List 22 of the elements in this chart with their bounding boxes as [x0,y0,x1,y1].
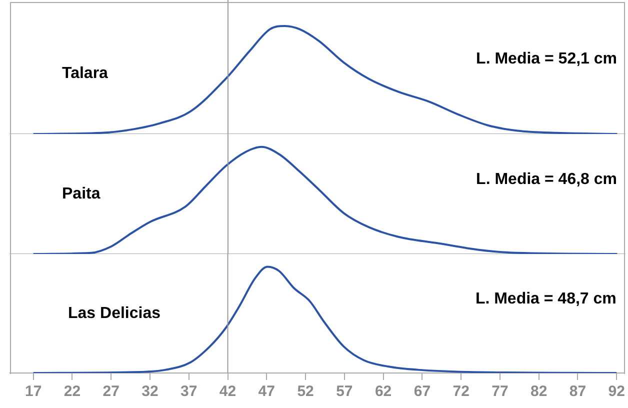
x-tick-label: 32 [142,383,158,400]
text: Paita [62,185,100,202]
x-tick-label: 27 [102,383,120,400]
x-tick-label: 82 [530,383,548,400]
x-tick-label: 67 [414,383,431,400]
x-tick-label: 62 [374,383,392,400]
x-tick-label: 52 [297,383,314,400]
text: Talara [62,64,108,82]
text: Las Delicias [68,304,161,322]
x-tick-label: 92 [608,383,625,400]
annotation: L. Media = 46,8 cm [476,171,617,188]
annotation: L. Media = 52,1 cm [476,50,617,68]
x-tick-label: 47 [258,383,275,400]
x-tick-label: 77 [492,383,508,400]
x-tick-label: 72 [452,383,470,400]
x-tick-label: 22 [64,383,81,400]
x-tick-label: 57 [336,383,353,400]
x-tick-label: 37 [180,383,198,400]
x-tick-label: 42 [219,383,236,400]
x-tick-label: 17 [24,383,42,400]
annotation: L. Media = 48,7 cm [475,290,616,308]
x-tick-label: 87 [569,383,586,400]
